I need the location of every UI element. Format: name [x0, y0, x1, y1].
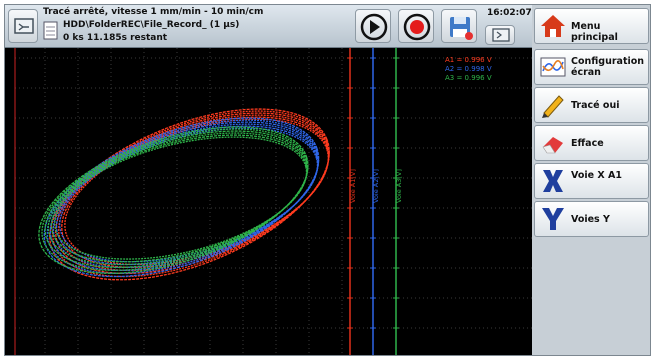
trace-loop [59, 127, 319, 263]
trace-on-button[interactable]: Tracé oui [534, 87, 649, 123]
trace-loop [58, 114, 330, 272]
status-line-remaining: 0 ks 11.185s restant [63, 33, 168, 43]
clock-time: 16:02:07 [487, 8, 532, 18]
recording-status: Tracé arrêté, vitesse 1 mm/min - 10 min/… [43, 6, 313, 46]
chart-config-icon [540, 57, 566, 77]
x-channel-label: Voie X A1 [571, 170, 622, 181]
xy-plot: Voie A1[V] Voie A2[V] Voie A3[V] A1 = 0.… [5, 48, 532, 355]
y-channels-label: Voies Y [571, 214, 610, 225]
pencil-icon [542, 95, 564, 118]
trace-loop [44, 130, 309, 269]
trace-loop [47, 132, 308, 266]
trace-a3 [38, 126, 309, 274]
window-icon [14, 18, 34, 34]
xy-plot-canvas: Voie A1[V] Voie A2[V] Voie A3[V] [5, 48, 532, 355]
erase-button[interactable]: Efface [534, 125, 649, 161]
main-menu-label: Menu principal [571, 21, 618, 43]
axis-label-a3: Voie A3[V] [395, 169, 403, 203]
screen-config-label: Configuration écran [571, 56, 645, 78]
trace-loop [38, 126, 309, 274]
file-icon [43, 21, 58, 40]
scale-ticks [347, 57, 399, 329]
trace-loop [52, 123, 319, 269]
x-channel-button[interactable]: Voie X A1 [534, 163, 649, 199]
x-letter-icon [543, 170, 563, 192]
axis-label-a2: Voie A2[V] [372, 169, 380, 203]
right-menu: Menu principal Configuration écran Tracé… [532, 5, 650, 355]
y-letter-icon [542, 208, 564, 230]
eraser-icon [542, 137, 563, 154]
channel-legend: A1 = 0.996 V A2 = 0.998 V A3 = 0.996 V [445, 56, 492, 83]
trace-on-label: Tracé oui [571, 100, 620, 111]
trace-loop [52, 110, 330, 278]
trace-loop [41, 128, 309, 271]
trace-loop [50, 134, 308, 263]
screen-toggle-button[interactable] [8, 9, 38, 43]
lissajous-traces [38, 108, 330, 281]
trace-loop [54, 136, 308, 260]
axis-label-a1: Voie A1[V] [349, 169, 357, 203]
home-icon [541, 15, 565, 37]
play-button[interactable] [355, 9, 391, 43]
screen-config-button[interactable]: Configuration écran [534, 49, 649, 85]
record-icon [403, 13, 431, 41]
trace-loop [64, 118, 329, 266]
screen-mode-button[interactable] [485, 25, 515, 45]
top-toolbar: Tracé arrêté, vitesse 1 mm/min - 10 min/… [5, 5, 532, 48]
status-line-file: HDD\FolderREC\File_Record_ (1 µs) [63, 20, 240, 30]
legend-a1: A1 = 0.996 V [445, 56, 492, 64]
window-icon [492, 28, 510, 42]
main-menu-button[interactable]: Menu principal [534, 8, 649, 44]
record-button[interactable] [398, 9, 434, 43]
disk-save-icon [450, 17, 473, 40]
legend-a2: A2 = 0.998 V [445, 65, 492, 73]
play-icon [360, 13, 388, 41]
status-line-speed: Tracé arrêté, vitesse 1 mm/min - 10 min/… [43, 7, 264, 17]
trace-loop [46, 119, 320, 275]
recorder-screen: Tracé arrêté, vitesse 1 mm/min - 10 min/… [4, 4, 651, 356]
erase-label: Efface [571, 138, 604, 149]
y-channels-button[interactable]: Voies Y [534, 201, 649, 237]
legend-a3: A3 = 0.996 V [445, 74, 492, 82]
save-disk-button[interactable] [441, 9, 477, 43]
